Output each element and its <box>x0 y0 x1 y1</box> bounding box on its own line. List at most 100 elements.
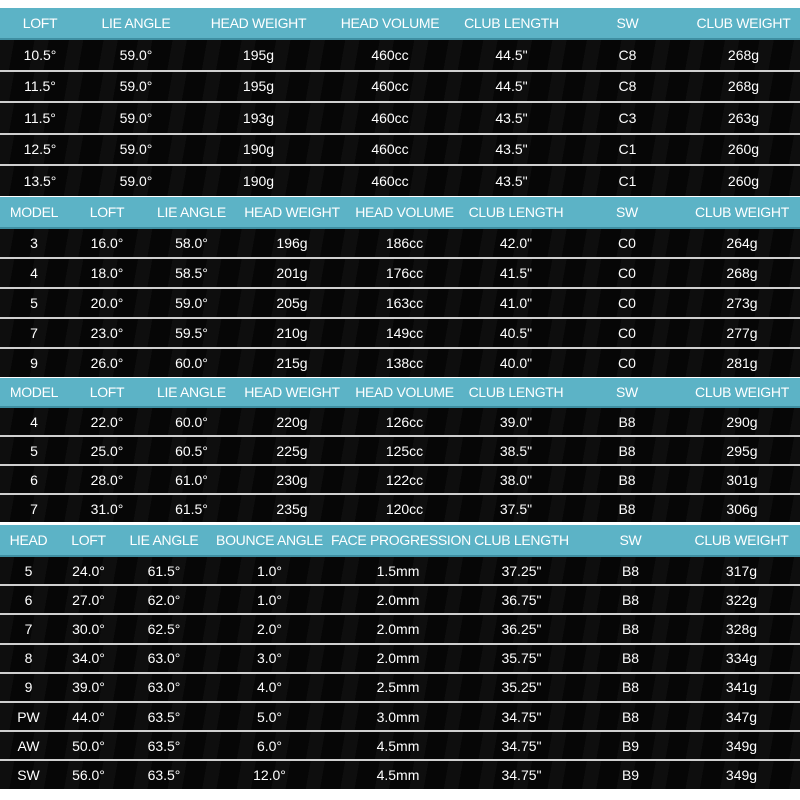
table-row: 8 34.0° 63.0° 3.0° 2.0mm 35.75" B8 334g <box>0 642 800 672</box>
table-cell: B8 <box>621 591 640 608</box>
table-cell: 341g <box>725 679 758 696</box>
table-cell: 190g <box>242 172 275 189</box>
table-cell: 9 <box>24 679 33 696</box>
table-cell: 63.5° <box>147 766 181 783</box>
table-cell: 230g <box>276 471 308 488</box>
table-cell: 25.0° <box>90 442 124 459</box>
header-row: MODEL LOFT LIE ANGLE HEAD WEIGHT HEAD VOLUME… <box>0 378 800 408</box>
column-header: HEAD VOLUME <box>355 204 454 220</box>
table-cell: 4 <box>30 265 38 281</box>
table-cell: 2.0mm <box>376 591 420 608</box>
table-row: 10.5° 59.0° 195g 460cc 44.5" C8 268g <box>0 40 800 70</box>
table-cell: 5 <box>30 295 38 311</box>
table-cell: C3 <box>618 109 637 126</box>
table-cell: 59.5° <box>175 325 208 341</box>
table-cell: B8 <box>621 562 640 579</box>
table-cell: 260g <box>727 172 760 189</box>
table-cell: 176cc <box>385 265 424 281</box>
table-cell: 1.5mm <box>376 562 420 579</box>
header-row: HEAD LOFT LIE ANGLE BOUNCE ANGLE FACE PROGRE… <box>0 525 800 557</box>
table-cell: 7 <box>30 325 38 341</box>
table-cell: 24.0° <box>72 562 105 579</box>
table-cell: 460cc <box>371 141 409 158</box>
table-cell: 193g <box>242 109 275 126</box>
table-cell: 61.0° <box>175 471 208 488</box>
table-cell: 42.0" <box>499 235 533 251</box>
table-cell: 44.0° <box>72 708 105 725</box>
table-cell: 460cc <box>371 172 409 189</box>
table-cell: 43.5" <box>495 109 528 126</box>
table-row: 9 26.0° 60.0° 215g 138cc 40.0" C0 281g <box>0 347 800 377</box>
table-cell: 196g <box>276 235 308 251</box>
table-cell: 62.5° <box>147 620 181 637</box>
table-cell: B8 <box>621 708 640 725</box>
table-cell: 63.5° <box>147 708 181 725</box>
table-cell: 58.5° <box>175 265 208 281</box>
table-row: 4 18.0° 58.5° 201g 176cc 41.5" C0 268g <box>0 257 800 287</box>
table-body: 10.5° 59.0° 195g 460cc 44.5" C8 268g 11.5° 59.0°… <box>0 40 800 196</box>
column-header: LOFT <box>22 15 58 31</box>
table-cell: 34.75" <box>501 737 542 754</box>
column-header: MODEL <box>9 384 59 400</box>
table-cell: 27.0° <box>72 591 105 608</box>
table-cell: 281g <box>726 355 758 371</box>
column-header: LIE ANGLE <box>157 204 226 220</box>
table-cell: 6.0° <box>256 737 283 754</box>
table-cell: 23.0° <box>90 325 124 341</box>
table-cell: 63.0° <box>147 679 181 696</box>
table-cell: 225g <box>276 442 308 459</box>
table-cell: 268g <box>727 78 760 95</box>
table-cell: 34.0° <box>72 650 105 667</box>
column-header: HEAD WEIGHT <box>244 384 340 400</box>
table-cell: 44.5" <box>495 78 528 95</box>
table-cell: 460cc <box>371 78 409 95</box>
table-cell: C8 <box>618 46 637 63</box>
header-row: MODEL LOFT LIE ANGLE HEAD WEIGHT HEAD VOLUME… <box>0 197 800 229</box>
table-cell: 190g <box>242 141 275 158</box>
table-cell: 22.0° <box>90 413 124 430</box>
column-header: CLUB WEIGHT <box>694 532 789 548</box>
table-cell: 268g <box>727 46 760 63</box>
table-cell: 1.0° <box>256 591 283 608</box>
table-row: 6 28.0° 61.0° 230g 122cc 38.0" B8 301g <box>0 464 800 493</box>
table-body: 3 16.0° 58.0° 196g 186cc 42.0" C0 264g 4 18.0° 58.… <box>0 229 800 377</box>
column-header: LIE ANGLE <box>129 532 199 548</box>
table-row: 7 23.0° 59.5° 210g 149cc 40.5" C0 277g <box>0 317 800 347</box>
table-cell: 205g <box>276 295 308 311</box>
table-cell: 59.0° <box>119 78 153 95</box>
table-cell: 125cc <box>385 442 424 459</box>
table-row: 7 30.0° 62.5° 2.0° 2.0mm 36.25" B8 328g <box>0 613 800 643</box>
table-cell: 2.0mm <box>376 620 420 637</box>
table-cell: 59.0° <box>119 172 153 189</box>
hybrid-spec-table: MODEL LOFT LIE ANGLE HEAD WEIGHT HEAD VOLUME… <box>0 378 800 522</box>
table-cell: SW <box>17 766 40 783</box>
table-cell: 61.5° <box>147 562 181 579</box>
table-cell: 44.5" <box>495 46 528 63</box>
table-cell: B8 <box>621 679 640 696</box>
table-body: 4 22.0° 60.0° 220g 126cc 39.0" B8 290g 5 25.0° 60.… <box>0 408 800 522</box>
table-cell: 126cc <box>385 413 424 430</box>
table-cell: 11.5° <box>24 78 56 95</box>
table-cell: 3 <box>30 235 38 251</box>
column-header: LOFT <box>71 532 106 548</box>
table-cell: 4.0° <box>256 679 283 696</box>
column-header: LIE ANGLE <box>157 384 226 400</box>
table-row: 5 20.0° 59.0° 205g 163cc 41.0" C0 273g <box>0 287 800 317</box>
table-cell: 16.0° <box>90 235 124 251</box>
table-cell: 63.0° <box>147 650 181 667</box>
table-cell: 62.0° <box>147 591 181 608</box>
table-cell: 59.0° <box>119 141 153 158</box>
table-cell: 7 <box>24 620 33 637</box>
table-cell: B8 <box>618 442 636 459</box>
table-row: PW 44.0° 63.5° 5.0° 3.0mm 34.75" B8 347g <box>0 700 800 731</box>
table-cell: 60.5° <box>175 442 208 459</box>
table-cell: C0 <box>618 295 636 311</box>
table-cell: 50.0° <box>72 737 105 754</box>
column-header: BOUNCE ANGLE <box>216 532 323 548</box>
table-row: SW 56.0° 63.5° 12.0° 4.5mm 34.75" B9 349g <box>0 759 800 789</box>
column-header: HEAD VOLUME <box>340 15 440 31</box>
column-header: LOFT <box>89 384 125 400</box>
column-header: MODEL <box>9 204 59 220</box>
table-cell: 322g <box>725 591 758 608</box>
column-header: CLUB LENGTH <box>468 384 564 400</box>
